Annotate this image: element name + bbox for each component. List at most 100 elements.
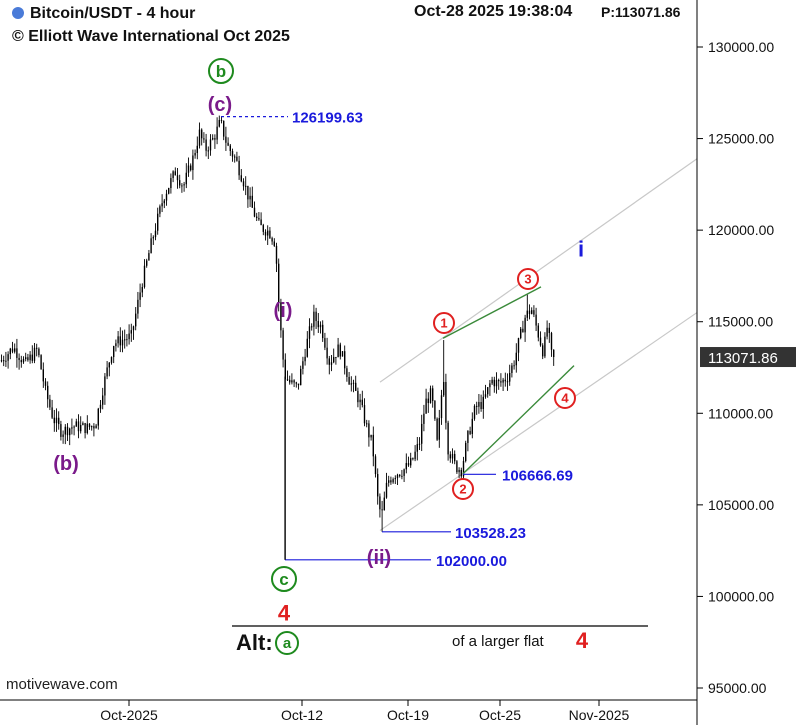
candle-body: [352, 382, 355, 384]
level-label-102000: 102000.00: [436, 553, 507, 570]
candle-body: [528, 310, 531, 314]
wave-circle: [433, 312, 455, 334]
candle-body: [143, 265, 146, 288]
candle-body: [124, 339, 126, 341]
wave-text: 4: [561, 391, 569, 406]
candle-body: [295, 382, 297, 384]
candle-body: [460, 469, 462, 477]
candle-body: [251, 195, 253, 208]
wave-label-6: 4: [278, 601, 291, 626]
candle-body: [176, 175, 179, 181]
candle-body: [117, 336, 119, 344]
alt-wave-a: a: [275, 631, 299, 655]
chart-title: Bitcoin/USDT - 4 hour: [12, 5, 195, 23]
candle-body: [315, 311, 317, 322]
level-label-103528: 103528.23: [455, 525, 526, 542]
wave-circle: [208, 58, 234, 84]
candle-body: [289, 379, 291, 383]
wave-text: 2: [459, 482, 466, 497]
candle-body: [427, 398, 429, 404]
candle-body: [218, 120, 220, 127]
candle-body: [537, 325, 539, 338]
candle-body: [297, 383, 300, 386]
candle-body: [449, 454, 451, 459]
candle-body: [451, 453, 454, 459]
candle-body: [489, 383, 491, 388]
candle-body: [390, 480, 392, 483]
candle-body: [438, 418, 440, 440]
candle-body: [319, 324, 322, 328]
candle-body: [198, 129, 201, 146]
candle-body: [192, 155, 194, 171]
candle-body: [339, 344, 341, 357]
candle-body: [498, 379, 500, 382]
wave-text: 1: [440, 316, 447, 331]
candle-body: [313, 311, 315, 327]
candle-body: [275, 245, 278, 264]
candle-body: [447, 422, 449, 455]
candle-body: [205, 139, 207, 151]
candle-body: [231, 151, 234, 157]
candle-body: [280, 302, 282, 331]
candle-body: [542, 345, 544, 357]
x-tick-label: Oct-2025: [100, 707, 158, 723]
candle-body: [20, 360, 22, 363]
candle-body: [531, 310, 533, 314]
candle-body: [27, 357, 29, 361]
candle-body: [146, 260, 148, 266]
candle-body: [141, 287, 143, 293]
candle-body: [42, 369, 44, 382]
candle-body: [436, 418, 438, 440]
candle-body: [115, 343, 117, 347]
candle-body: [308, 326, 311, 339]
candle-body: [440, 395, 443, 419]
candle-body: [209, 139, 212, 151]
wave-label-7: 1: [433, 312, 455, 334]
y-tick-label: 130000.00: [708, 39, 774, 55]
candle-body: [227, 142, 229, 146]
candle-body: [311, 326, 313, 328]
candle-body: [443, 381, 445, 396]
candle-body: [467, 430, 469, 443]
candle-body: [366, 423, 368, 425]
candle-body: [110, 357, 113, 363]
candle-body: [484, 394, 487, 397]
wave-label-11: i: [578, 237, 584, 262]
candle-body: [553, 349, 555, 358]
candle-body: [482, 396, 484, 410]
candle-body: [238, 160, 240, 176]
candle-body: [91, 426, 93, 428]
wave-text: c: [279, 570, 288, 589]
candle-body: [66, 426, 69, 436]
candle-body: [372, 434, 374, 457]
candle-body: [328, 358, 330, 365]
candle-body: [410, 458, 412, 466]
candle-body: [36, 347, 38, 349]
candle-body: [533, 310, 535, 315]
candle-body: [150, 238, 152, 254]
candle-body: [306, 338, 308, 357]
wave-circle: [554, 387, 576, 409]
candle-body: [416, 444, 418, 452]
candle-body: [278, 263, 280, 303]
candle-body: [300, 368, 302, 386]
candle-body: [234, 156, 236, 158]
wave-circle: [517, 268, 539, 290]
candle-body: [476, 405, 478, 407]
candle-body: [75, 421, 77, 427]
candle-body: [363, 405, 366, 424]
price-readout: P:113071.86: [601, 4, 681, 20]
upper-channel-line: [379, 158, 698, 383]
alt-wave-circle: [275, 631, 299, 655]
candle-body: [414, 451, 416, 460]
candle-body: [172, 171, 174, 179]
wave-label-8: 2: [452, 478, 474, 500]
y-tick-label: 100000.00: [708, 588, 774, 604]
candle-body: [412, 458, 414, 460]
candle-body: [511, 365, 513, 373]
candle-body: [456, 461, 458, 473]
candle-body: [396, 474, 399, 479]
candle-body: [302, 361, 304, 369]
candle-body: [258, 218, 260, 220]
